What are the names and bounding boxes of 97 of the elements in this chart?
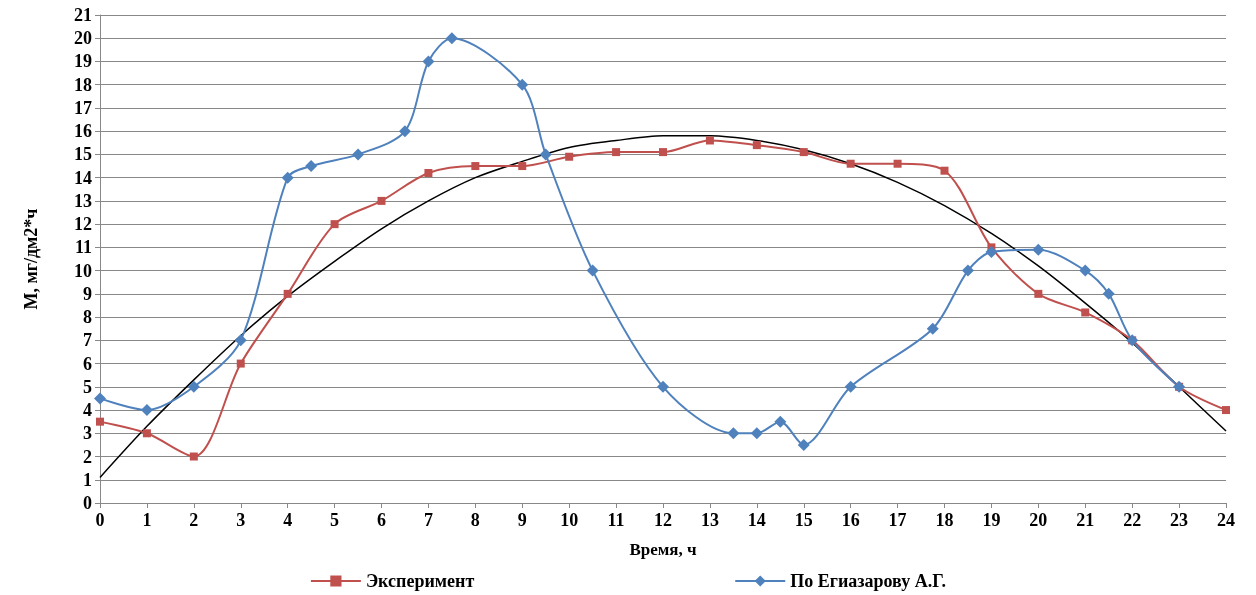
point xyxy=(940,166,949,175)
y-tick-label: 12 xyxy=(74,214,92,235)
point xyxy=(657,380,669,393)
x-tick-label: 21 xyxy=(1076,510,1095,530)
point xyxy=(445,32,458,45)
x-tick-label: 24 xyxy=(1217,510,1235,530)
point xyxy=(236,359,245,368)
x-tick-label: 22 xyxy=(1123,510,1142,530)
y-tick-label: 20 xyxy=(74,28,92,49)
point xyxy=(1102,287,1115,300)
y-tick-label: 18 xyxy=(74,74,92,95)
x-tick-label: 2 xyxy=(189,510,199,530)
point xyxy=(518,162,527,171)
x-tick-label: 1 xyxy=(142,510,152,530)
y-tick-label: 19 xyxy=(74,51,92,72)
point xyxy=(142,429,151,438)
x-tick-label: 8 xyxy=(470,510,480,530)
point xyxy=(471,162,480,171)
x-tick-label: 6 xyxy=(377,510,386,530)
point xyxy=(752,141,761,150)
point xyxy=(1222,406,1230,415)
point xyxy=(1079,264,1092,277)
y-tick-label: 0 xyxy=(83,493,92,513)
x-tick-label: 20 xyxy=(1029,510,1048,530)
x-tick-label: 19 xyxy=(982,510,1001,530)
x-tick-label: 9 xyxy=(517,510,527,530)
y-tick-label: 4 xyxy=(83,400,92,421)
legend-label: Эксперимент xyxy=(365,571,475,591)
point xyxy=(774,415,787,428)
y-tick-label: 6 xyxy=(83,353,92,374)
y-tick-label: 16 xyxy=(74,121,92,142)
y-tick-label: 2 xyxy=(83,446,92,467)
y-tick-label: 13 xyxy=(74,190,92,211)
y-tick-label: 15 xyxy=(74,144,92,165)
point xyxy=(283,289,292,298)
point xyxy=(422,55,435,68)
point xyxy=(1081,308,1090,317)
x-tick-label: 16 xyxy=(841,510,860,530)
point xyxy=(377,196,386,205)
point xyxy=(330,220,339,229)
point xyxy=(985,246,998,259)
point xyxy=(586,264,599,277)
point xyxy=(799,148,808,157)
point xyxy=(140,404,153,417)
point xyxy=(189,452,198,461)
x-tick-label: 13 xyxy=(700,510,719,530)
point xyxy=(305,160,318,173)
x-tick-label: 4 xyxy=(283,510,293,530)
point xyxy=(705,136,714,145)
x-tick-label: 10 xyxy=(560,510,579,530)
y-tick-label: 3 xyxy=(83,423,92,444)
point xyxy=(659,148,667,157)
point xyxy=(234,334,247,347)
legend-label: По Егиазарову А.Г. xyxy=(790,571,947,591)
point xyxy=(961,264,974,277)
x-tick-label: 15 xyxy=(794,510,813,530)
point xyxy=(281,171,294,184)
y-tick-label: 7 xyxy=(83,330,92,351)
point xyxy=(539,148,552,161)
y-tick-label: 10 xyxy=(74,260,92,281)
point xyxy=(424,169,433,178)
point xyxy=(750,427,763,440)
point xyxy=(1034,289,1043,298)
point xyxy=(352,148,365,161)
y-tick-label: 9 xyxy=(83,283,92,304)
y-tick-label: 17 xyxy=(74,97,92,118)
point xyxy=(797,438,810,451)
y-tick-label: 14 xyxy=(74,167,92,188)
x-tick-label: 3 xyxy=(236,510,246,530)
point xyxy=(516,78,529,91)
y-tick-label: 11 xyxy=(74,237,92,258)
x-tick-label: 18 xyxy=(935,510,954,530)
x-tick-label: 12 xyxy=(654,510,672,530)
point xyxy=(612,148,621,157)
point xyxy=(846,159,855,168)
x-tick-label: 23 xyxy=(1170,510,1189,530)
point xyxy=(96,417,104,426)
y-tick-label: 1 xyxy=(83,469,92,490)
point xyxy=(844,380,857,393)
x-tick-label: 7 xyxy=(423,510,433,530)
point xyxy=(94,392,106,405)
point xyxy=(565,152,574,161)
x-tick-label: 14 xyxy=(747,510,766,530)
x-tick-label: 5 xyxy=(330,510,340,530)
point xyxy=(926,322,939,335)
point xyxy=(727,427,740,440)
point xyxy=(1032,243,1045,256)
y-tick-label: 8 xyxy=(83,307,92,328)
x-axis-title: Время, ч xyxy=(629,540,698,559)
y-axis-title: М, мг/дм2*ч xyxy=(21,208,41,310)
point xyxy=(398,125,411,138)
y-tick-label: 21 xyxy=(74,5,92,25)
point xyxy=(893,159,902,168)
x-tick-label: 17 xyxy=(888,510,907,530)
point xyxy=(187,380,200,393)
x-tick-label: 11 xyxy=(607,510,625,530)
y-tick-label: 5 xyxy=(83,376,92,397)
